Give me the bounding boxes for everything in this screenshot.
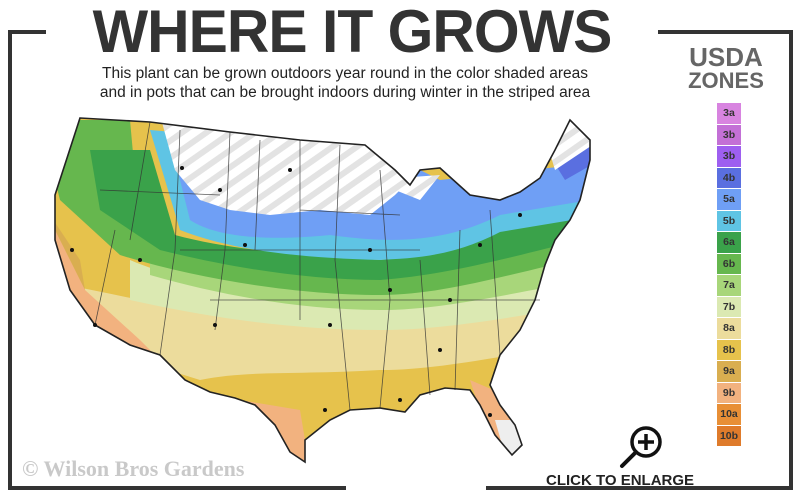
frame-left: [8, 30, 12, 490]
legend-title: USDA ZONES: [668, 42, 784, 93]
legend-zone-5b: 5b: [717, 210, 741, 231]
frame-bottom-right: [486, 486, 793, 490]
zone-legend: 3a 3b 3b 4b 5a 5b 6a 6b 7a 7b 8a 8b 9a 9b 10a 10b: [717, 103, 741, 447]
legend-zone-10a: 10a: [717, 404, 741, 425]
legend-zone-3b: 3b: [717, 124, 741, 145]
subtitle: This plant can be grown outdoors year ro…: [55, 64, 635, 102]
legend-zone-10b: 10b: [717, 425, 741, 446]
frame-right: [789, 30, 793, 490]
zone-6a: [90, 150, 590, 280]
magnifier-plus-icon: [620, 426, 662, 468]
legend-zone-8a: 8a: [717, 318, 741, 339]
legend-title-line-1: USDA: [689, 42, 763, 72]
legend-zone-9b: 9b: [717, 382, 741, 403]
page-title: WHERE IT GROWS: [92, 0, 613, 65]
legend-zone-3b: 3b: [717, 146, 741, 167]
legend-zone-6a: 6a: [717, 232, 741, 253]
legend-zone-5a: 5a: [717, 189, 741, 210]
zone-8a: [55, 280, 590, 380]
legend-zone-8b: 8b: [717, 339, 741, 360]
legend-zone-9a: 9a: [717, 361, 741, 382]
enlarge-label: CLICK TO ENLARGE: [546, 472, 695, 489]
legend-zone-4b: 4b: [717, 167, 741, 188]
legend-zone-3a: 3a: [717, 103, 741, 124]
copyright-watermark: © Wilson Bros Gardens: [22, 456, 245, 481]
zone-9b: [55, 230, 520, 462]
zone-7b: [130, 260, 590, 330]
frame-bottom-left: [8, 486, 346, 490]
state-borders: [94, 121, 540, 411]
frame-top-right: [658, 30, 793, 34]
zone-7a: [150, 230, 590, 310]
city-dots: [70, 166, 522, 417]
subtitle-line-2: and in pots that can be brought indoors …: [99, 84, 591, 101]
frame-top-left: [8, 30, 46, 34]
click-to-enlarge-button[interactable]: CLICK TO ENLARGE: [530, 420, 730, 495]
legend-zone-6b: 6b: [717, 253, 741, 274]
legend-title-line-2: ZONES: [688, 68, 764, 93]
subtitle-line-1: This plant can be grown outdoors year ro…: [102, 65, 588, 82]
legend-zone-7a: 7a: [717, 275, 741, 296]
legend-zone-7b: 7b: [717, 296, 741, 317]
